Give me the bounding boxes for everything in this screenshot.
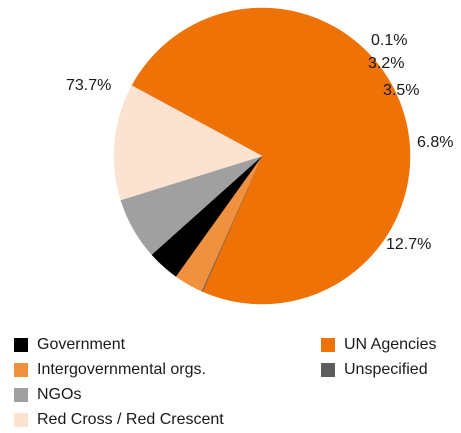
pie-slice-un-agencies	[131, 7, 411, 305]
legend-item-red-cross-red-crescent: Red Cross / Red Crescent	[14, 410, 224, 430]
legend-item-un-agencies: UN Agencies	[321, 335, 437, 355]
legend-swatch	[321, 363, 335, 377]
legend-label: Government	[37, 336, 126, 353]
slice-label-un-agencies: 73.7%	[66, 77, 111, 94]
legend-label: Intergovernmental orgs.	[37, 361, 206, 378]
legend-label: NGOs	[37, 386, 82, 403]
pie-slice-red-cross-red-crescent	[113, 85, 263, 201]
legend-item-intergovernmental-orgs: Intergovernmental orgs.	[14, 360, 206, 380]
pie-slices	[113, 7, 411, 305]
legend-swatch	[321, 338, 335, 352]
legend-swatch	[14, 338, 28, 352]
legend-item-ngos: NGOs	[14, 385, 81, 405]
slice-label-unspecified: 0.1%	[371, 32, 407, 49]
pie-labels: 73.7% 0.1% 3.2% 3.5% 6.8% 12.7%	[66, 32, 453, 253]
legend-swatch	[14, 388, 28, 402]
slice-label-ngos: 6.8%	[417, 134, 453, 151]
slice-label-government: 3.5%	[383, 82, 419, 99]
slice-label-intergovernmental-orgs: 3.2%	[368, 55, 404, 72]
legend-item-unspecified: Unspecified	[321, 360, 428, 380]
legend-swatch	[14, 363, 28, 377]
legend-swatch	[14, 413, 28, 427]
legend-label: UN Agencies	[344, 336, 437, 353]
legend-label: Red Cross / Red Crescent	[37, 411, 224, 428]
slice-label-red-cross-red-crescent: 12.7%	[386, 236, 431, 253]
legend-label: Unspecified	[344, 361, 428, 378]
legend-item-government: Government	[14, 335, 125, 355]
